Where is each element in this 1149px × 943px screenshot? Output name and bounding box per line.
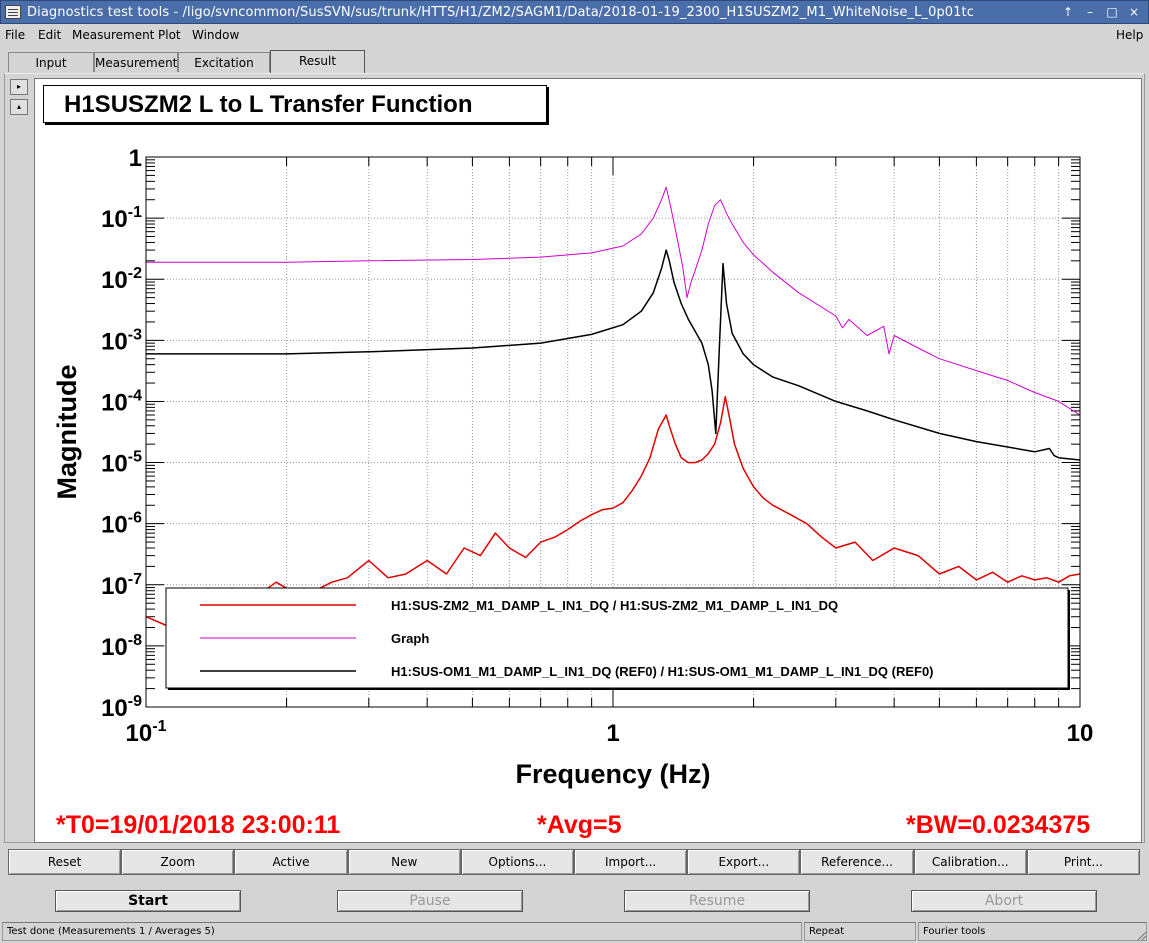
abort-button[interactable]: Abort	[911, 890, 1097, 912]
x-tick-label: 1	[606, 720, 619, 747]
tab-excitation[interactable]: Excitation	[178, 52, 270, 72]
y-tick-label: 10-4	[101, 387, 142, 416]
plot-frame	[145, 156, 1081, 708]
status-mode: Repeat	[804, 922, 916, 941]
tab-input[interactable]: Input	[8, 52, 94, 72]
y-tick-label: 10-9	[101, 693, 142, 722]
close-icon[interactable]: ×	[1128, 5, 1140, 19]
x-tick-label: 10	[1067, 720, 1094, 747]
y-tick-label: 10-5	[101, 449, 142, 478]
print-button[interactable]: Print...	[1026, 849, 1141, 875]
status-message: Test done (Measurements 1 / Averages 5)	[2, 922, 802, 941]
y-tick-label: 10-1	[101, 204, 142, 233]
menu-measurement[interactable]: Measurement	[72, 28, 155, 42]
calibration-button[interactable]: Calibration...	[913, 849, 1027, 875]
keep-above-icon[interactable]: ↑	[1062, 5, 1074, 19]
chart-title: H1SUSZM2 L to L Transfer Function	[43, 85, 547, 123]
import-button[interactable]: Import...	[574, 849, 688, 875]
y-tick-label: 10-2	[101, 265, 142, 294]
active-button[interactable]: Active	[234, 849, 348, 875]
pause-button[interactable]: Pause	[337, 890, 523, 912]
status-tool: Fourier tools	[918, 922, 1147, 941]
y-tick-label: 10-6	[101, 510, 142, 539]
new-button[interactable]: New	[347, 849, 461, 875]
window-titlebar: Diagnostics test tools - /ligo/svncommon…	[0, 0, 1149, 24]
avg-annotation: *Avg=5	[537, 811, 622, 839]
y-tick-label: 10-7	[101, 571, 142, 600]
expand-up-icon[interactable]: ▴	[10, 99, 28, 115]
menu-plot[interactable]: Plot	[158, 28, 181, 42]
menu-window[interactable]: Window	[192, 28, 240, 42]
t0-annotation: *T0=19/01/2018 23:00:11	[56, 811, 341, 839]
menu-file[interactable]: File	[5, 28, 26, 42]
resume-button[interactable]: Resume	[624, 890, 810, 912]
options-button[interactable]: Options...	[460, 849, 575, 875]
tab-measurement[interactable]: Measurement	[94, 52, 178, 72]
app-menu-icon[interactable]	[5, 5, 21, 19]
start-button[interactable]: Start	[55, 890, 241, 912]
y-axis-label: Magnitude	[52, 365, 82, 500]
plot-button-row: Reset Zoom Active New Options... Import.…	[8, 849, 1141, 875]
minimize-icon[interactable]: –	[1087, 5, 1093, 19]
control-button-row: Start Pause Resume Abort	[0, 884, 1149, 924]
status-bar: Test done (Measurements 1 / Averages 5) …	[0, 921, 1149, 943]
y-tick-label: 1	[129, 145, 142, 172]
resize-grip-icon[interactable]	[1135, 929, 1147, 941]
zoom-button[interactable]: Zoom	[121, 849, 235, 875]
y-tick-label: 10-8	[101, 632, 142, 661]
menu-edit[interactable]: Edit	[38, 28, 62, 42]
reset-button[interactable]: Reset	[8, 849, 122, 875]
y-tick-label: 10-3	[101, 326, 142, 355]
legend-label-0: H1:SUS-ZM2_M1_DAMP_L_IN1_DQ / H1:SUS-ZM2…	[391, 598, 838, 613]
export-button[interactable]: Export...	[687, 849, 801, 875]
x-tick-label: 10-1	[126, 718, 167, 747]
menu-bar: File Edit Measurement Plot Window Help	[0, 24, 1149, 46]
menu-help[interactable]: Help	[1116, 28, 1144, 42]
bw-annotation: *BW=0.0234375	[906, 811, 1091, 839]
tab-result[interactable]: Result	[270, 50, 365, 74]
series-line-2	[146, 249, 1080, 461]
series-line-0	[146, 395, 1080, 629]
series-line-1	[146, 186, 1080, 416]
legend-label-1: Graph	[391, 631, 429, 646]
legend-label-2: H1:SUS-OM1_M1_DAMP_L_IN1_DQ (REF0) / H1:…	[391, 664, 934, 679]
maximize-icon[interactable]: □	[1106, 5, 1118, 19]
window-title: Diagnostics test tools - /ligo/svncommon…	[27, 5, 974, 20]
expand-right-icon[interactable]: ▸	[10, 79, 28, 95]
x-axis-label: Frequency (Hz)	[515, 759, 710, 789]
window-controls: ↑ – □ ×	[1060, 4, 1142, 20]
reference-button[interactable]: Reference...	[800, 849, 914, 875]
